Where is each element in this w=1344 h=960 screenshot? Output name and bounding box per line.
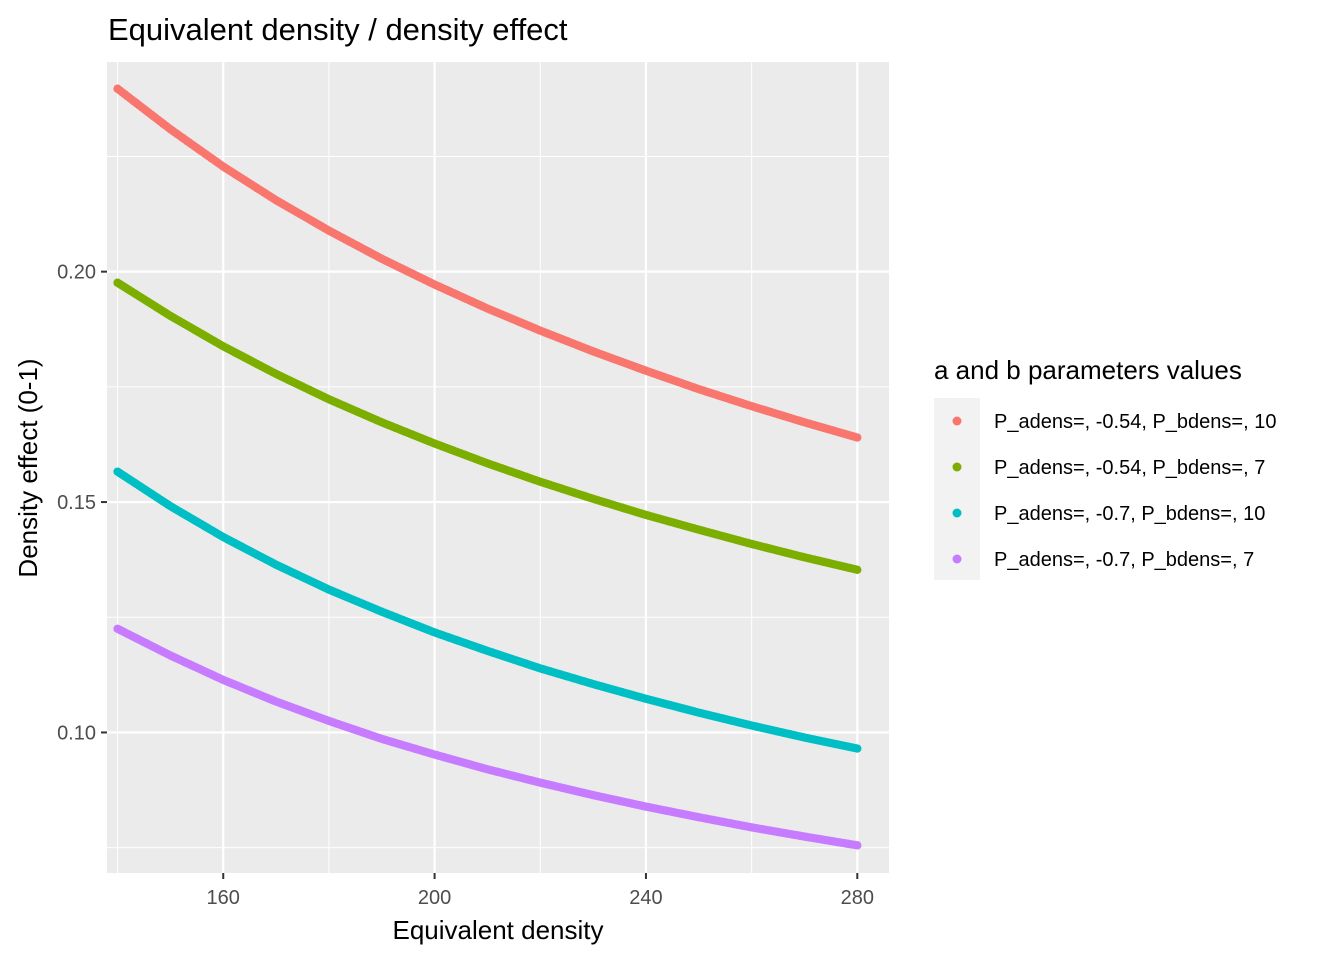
data-point <box>853 565 862 574</box>
legend-title: a and b parameters values <box>934 355 1242 385</box>
x-axis: 160 200 240 280 <box>207 873 874 909</box>
x-axis-title: Equivalent density <box>392 915 603 945</box>
x-tick-label: 160 <box>207 887 240 909</box>
series-layer <box>113 84 862 850</box>
y-tick-label: 0.20 <box>57 262 96 284</box>
chart-title: Equivalent density / density effect <box>108 12 568 47</box>
series-3 <box>113 467 862 753</box>
series-2 <box>113 278 862 574</box>
legend: a and b parameters values P_adens=, -0.5… <box>934 355 1276 580</box>
legend-label: P_adens=, -0.7, P_bdens=, 10 <box>994 503 1265 525</box>
x-tick-label: 240 <box>629 887 662 909</box>
legend-key <box>952 508 962 518</box>
legend-label: P_adens=, -0.7, P_bdens=, 7 <box>994 549 1254 571</box>
data-point <box>853 433 862 442</box>
x-tick-label: 280 <box>841 887 874 909</box>
data-point <box>853 841 862 850</box>
y-tick-label: 0.10 <box>57 722 96 744</box>
legend-label: P_adens=, -0.54, P_bdens=, 7 <box>994 457 1265 479</box>
grid-minor <box>107 62 889 873</box>
series-4 <box>113 624 862 850</box>
legend-key <box>952 462 962 472</box>
legend-key <box>952 554 962 564</box>
legend-key <box>952 416 962 426</box>
x-tick-label: 200 <box>418 887 451 909</box>
series-1 <box>113 84 862 442</box>
y-axis-title: Density effect (0-1) <box>13 358 43 577</box>
data-point <box>853 744 862 753</box>
y-axis: 0.10 0.15 0.20 <box>57 262 107 744</box>
y-tick-label: 0.15 <box>57 492 96 514</box>
legend-key-background <box>934 398 980 580</box>
grid-major <box>107 62 889 873</box>
legend-label: P_adens=, -0.54, P_bdens=, 10 <box>994 411 1276 433</box>
